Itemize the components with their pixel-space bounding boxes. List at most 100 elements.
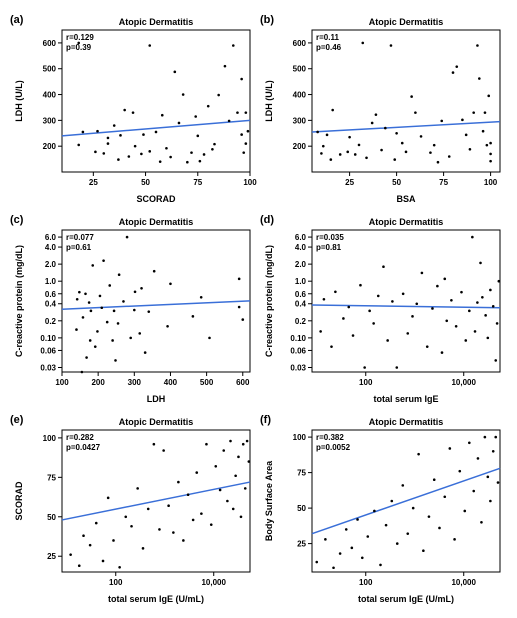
data-point xyxy=(410,95,413,98)
data-point xyxy=(322,145,325,148)
ytick-label: 0.2 xyxy=(45,317,57,326)
xlabel: BSA xyxy=(396,194,416,204)
ytick-label: 25 xyxy=(47,552,56,561)
data-point xyxy=(426,345,429,348)
data-point xyxy=(480,521,483,524)
ylabel: C-reactive protein (mg/dL) xyxy=(264,245,274,357)
data-point xyxy=(172,531,175,534)
data-point xyxy=(244,487,247,490)
ytick-label: 4.0 xyxy=(295,243,307,252)
data-point xyxy=(77,144,80,147)
data-point xyxy=(113,124,116,127)
data-point xyxy=(134,145,137,148)
data-point xyxy=(108,284,111,287)
data-point xyxy=(478,77,481,80)
data-point xyxy=(448,155,451,158)
data-point xyxy=(402,292,405,295)
data-point xyxy=(107,142,110,145)
data-point xyxy=(361,557,364,560)
data-point xyxy=(429,151,432,154)
data-point xyxy=(229,440,232,443)
data-point xyxy=(482,130,485,133)
data-point xyxy=(406,332,409,335)
data-point xyxy=(324,538,327,541)
ytick-label: 50 xyxy=(47,513,56,522)
ytick-label: 2.0 xyxy=(295,260,307,269)
data-point xyxy=(89,339,92,342)
data-point xyxy=(147,508,150,511)
data-point xyxy=(433,478,436,481)
panel-c-svg: Atopic Dermatitis1002003004005006000.030… xyxy=(10,210,258,406)
data-point xyxy=(236,111,239,114)
data-point xyxy=(396,542,399,545)
data-point xyxy=(450,299,453,302)
data-point xyxy=(468,310,471,313)
stats-box: r=0.382 p=0.0052 xyxy=(316,433,350,452)
data-point xyxy=(195,471,198,474)
r-value: r=0.11 xyxy=(316,33,341,43)
data-point xyxy=(118,273,121,276)
data-point xyxy=(363,366,366,369)
ytick-label: 600 xyxy=(43,39,57,48)
xtick-label: 100 xyxy=(359,378,373,387)
data-point xyxy=(465,134,468,137)
ylabel: LDH (U/L) xyxy=(14,80,24,122)
p-value: p=0.61 xyxy=(66,243,94,253)
ytick-label: 75 xyxy=(47,473,56,482)
data-point xyxy=(107,497,110,500)
panel-f-label: (f) xyxy=(260,414,271,426)
data-point xyxy=(385,524,388,527)
xtick-label: 10,000 xyxy=(451,378,476,387)
data-point xyxy=(371,122,374,125)
data-point xyxy=(124,515,127,518)
ytick-label: 1.0 xyxy=(295,277,307,286)
ytick-label: 200 xyxy=(43,142,57,151)
data-point xyxy=(122,300,125,303)
xlabel: total serum IgE (U/mL) xyxy=(358,594,454,604)
stats-box: r=0.11 p=0.46 xyxy=(316,33,341,52)
data-point xyxy=(99,295,102,298)
data-point xyxy=(380,149,383,152)
data-point xyxy=(453,538,456,541)
data-point xyxy=(354,153,357,156)
data-point xyxy=(148,150,151,153)
ytick-label: 0.4 xyxy=(295,300,307,309)
data-point xyxy=(417,453,420,456)
data-point xyxy=(234,474,237,477)
data-point xyxy=(401,484,404,487)
data-point xyxy=(133,309,136,312)
data-point xyxy=(449,447,452,450)
data-point xyxy=(323,298,326,301)
panel-f-svg: Atopic Dermatitis10010,000255075100total… xyxy=(260,410,508,606)
p-value: p=0.46 xyxy=(316,43,341,53)
data-point xyxy=(140,153,143,156)
data-point xyxy=(69,553,72,556)
data-point xyxy=(153,270,156,273)
data-point xyxy=(346,151,349,154)
data-point xyxy=(437,161,440,164)
ytick-label: 500 xyxy=(43,65,57,74)
data-point xyxy=(498,280,501,283)
data-point xyxy=(81,371,84,374)
ytick-label: 2.0 xyxy=(45,260,57,269)
data-point xyxy=(461,119,464,122)
data-point xyxy=(365,157,368,160)
data-point xyxy=(186,161,189,164)
data-point xyxy=(334,290,337,293)
data-point xyxy=(232,508,235,511)
ytick-label: 0.03 xyxy=(40,364,56,373)
data-point xyxy=(200,512,203,515)
data-point xyxy=(78,564,81,567)
data-point xyxy=(142,547,145,550)
panel-d: (d) Atopic Dermatitis10010,0000.030.060.… xyxy=(260,210,508,406)
data-point xyxy=(379,564,382,567)
xtick-label: 100 xyxy=(109,578,123,587)
data-point xyxy=(415,302,418,305)
data-point xyxy=(342,317,345,320)
data-point xyxy=(214,465,217,468)
data-point xyxy=(162,449,165,452)
data-point xyxy=(348,136,351,139)
ytick-label: 0.06 xyxy=(290,346,306,355)
data-point xyxy=(487,95,490,98)
data-point xyxy=(468,441,471,444)
